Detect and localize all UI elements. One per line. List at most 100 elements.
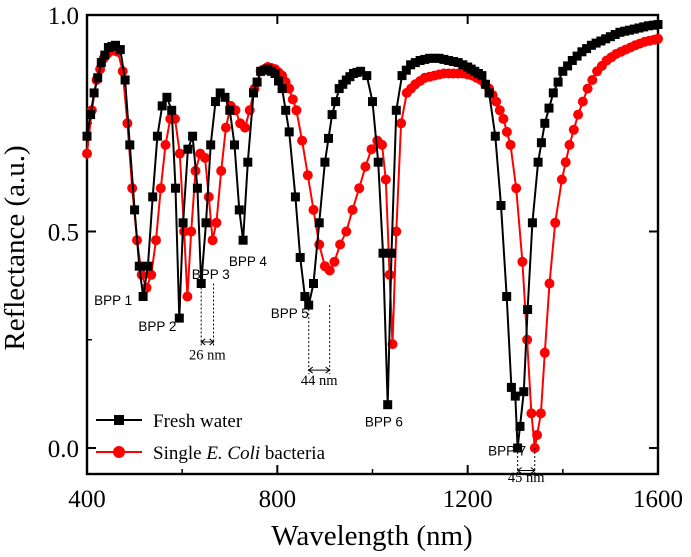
data-point bbox=[215, 88, 225, 98]
x-axis-title: Wavelength (nm) bbox=[271, 520, 472, 552]
data-point bbox=[183, 144, 193, 154]
legend: Fresh water Single E. Coli bacteria bbox=[96, 411, 326, 464]
data-point bbox=[529, 443, 540, 453]
data-point bbox=[277, 84, 287, 94]
annotation-bpp-3: BPP 3 bbox=[192, 267, 230, 282]
data-point bbox=[550, 217, 561, 228]
data-point bbox=[481, 79, 490, 89]
data-point bbox=[587, 75, 598, 85]
data-point bbox=[396, 118, 407, 129]
data-point bbox=[511, 183, 522, 194]
data-point bbox=[526, 408, 537, 419]
data-point bbox=[100, 50, 110, 60]
data-point bbox=[111, 40, 120, 50]
data-point bbox=[539, 347, 550, 358]
data-point bbox=[335, 239, 346, 250]
data-point bbox=[484, 88, 494, 98]
data-point bbox=[513, 443, 523, 453]
legend-label-fresh-water: Fresh water bbox=[153, 411, 243, 432]
data-point bbox=[434, 53, 444, 63]
data-point bbox=[234, 205, 244, 215]
data-point bbox=[134, 261, 144, 271]
data-point bbox=[415, 56, 425, 65]
shift-arrowhead-right bbox=[530, 467, 536, 474]
legend-marker-fresh-water bbox=[114, 415, 124, 425]
data-point bbox=[179, 226, 190, 237]
data-point bbox=[171, 183, 180, 193]
axis-ticks: 400 800 1200 1600 0.0 0.5 1.0 bbox=[48, 3, 683, 513]
data-point bbox=[366, 144, 377, 155]
data-point bbox=[535, 408, 546, 419]
data-point bbox=[448, 57, 458, 66]
data-point bbox=[82, 148, 92, 159]
data-point bbox=[327, 110, 337, 120]
legend-label-e-coli-italic: E. Coli bbox=[205, 443, 260, 464]
data-point bbox=[220, 122, 231, 133]
data-point bbox=[391, 105, 401, 115]
data-point bbox=[610, 30, 620, 39]
data-point bbox=[341, 226, 352, 237]
data-point bbox=[384, 269, 395, 280]
data-point bbox=[648, 20, 658, 30]
data-point bbox=[347, 204, 358, 215]
data-point bbox=[624, 25, 634, 35]
legend-marker-e-coli bbox=[113, 446, 125, 458]
data-point bbox=[324, 133, 333, 143]
data-point bbox=[138, 292, 148, 301]
shift-arrowhead-right bbox=[209, 338, 215, 346]
data-point bbox=[302, 170, 313, 181]
data-point bbox=[477, 71, 487, 81]
data-point bbox=[556, 174, 567, 185]
data-point bbox=[605, 32, 615, 42]
data-point bbox=[203, 191, 214, 202]
data-point bbox=[304, 300, 314, 310]
data-point bbox=[206, 140, 216, 150]
shift-arrowhead-left bbox=[200, 338, 206, 346]
data-point bbox=[287, 94, 298, 105]
data-point bbox=[249, 88, 258, 98]
data-point bbox=[360, 161, 371, 172]
data-point bbox=[82, 131, 92, 141]
shift-marker-3: 45 nm bbox=[508, 448, 545, 486]
data-point bbox=[329, 256, 340, 267]
data-point bbox=[148, 192, 158, 202]
data-point bbox=[582, 83, 593, 94]
series-e-coli bbox=[82, 33, 663, 453]
data-point bbox=[391, 226, 402, 237]
data-point bbox=[383, 400, 393, 410]
data-point bbox=[291, 105, 302, 116]
data-point bbox=[125, 140, 135, 150]
data-point bbox=[577, 47, 587, 57]
annotation-bpp-7: BPP 7 bbox=[488, 443, 526, 458]
data-point bbox=[308, 204, 319, 215]
shift-arrowhead-left bbox=[307, 366, 314, 374]
series-line-0 bbox=[86, 23, 659, 449]
data-point bbox=[192, 183, 202, 193]
x-tick-label-800: 800 bbox=[259, 486, 297, 513]
legend-label-e-coli-suffix: bacteria bbox=[260, 443, 325, 464]
data-point bbox=[536, 138, 546, 148]
data-point bbox=[93, 73, 103, 83]
data-point bbox=[295, 253, 305, 262]
data-point bbox=[284, 83, 295, 94]
data-point bbox=[274, 76, 283, 86]
x-tick-label-400: 400 bbox=[68, 486, 106, 513]
y-tick-label-0.5: 0.5 bbox=[48, 220, 79, 247]
data-point bbox=[290, 192, 300, 202]
annotation-bpp-5: BPP 5 bbox=[271, 306, 309, 321]
data-point bbox=[494, 105, 505, 116]
data-point bbox=[115, 45, 125, 55]
data-point bbox=[601, 34, 611, 44]
data-point bbox=[568, 124, 579, 135]
data-point bbox=[491, 96, 502, 107]
data-point bbox=[188, 131, 198, 141]
data-point bbox=[558, 66, 568, 76]
data-point bbox=[160, 139, 171, 150]
data-point bbox=[201, 218, 211, 228]
data-point bbox=[644, 21, 653, 31]
data-point bbox=[564, 139, 575, 150]
annotation-bpp-6: BPP 6 bbox=[365, 414, 403, 429]
annotation-bpp-2: BPP 2 bbox=[138, 319, 176, 334]
data-point bbox=[373, 157, 383, 167]
